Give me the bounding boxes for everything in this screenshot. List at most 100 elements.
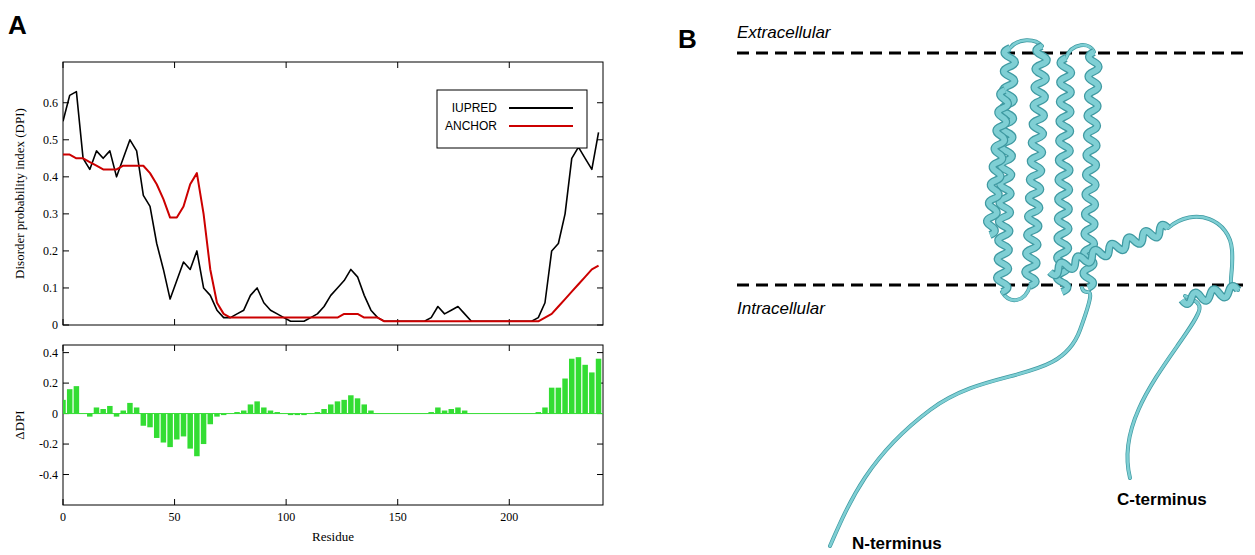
series-line: [63, 155, 599, 322]
x-tick: [286, 62, 287, 68]
helix-outline: [1057, 58, 1071, 292]
bar: [187, 414, 192, 449]
bar: [328, 404, 333, 413]
bar: [556, 388, 561, 414]
y-tick-label: 0: [52, 407, 58, 421]
y-tick-label: 0.4: [43, 170, 58, 184]
y-tick: [597, 352, 603, 353]
bar: [449, 409, 454, 414]
y-axis-title: Disorder probability index (DPI): [12, 108, 27, 279]
plot-frame: [63, 62, 603, 325]
bar: [589, 372, 594, 413]
bar: [147, 414, 152, 428]
legend-swatch: [509, 125, 573, 127]
x-tick: [286, 345, 287, 351]
y-tick-label: 0.3: [43, 207, 58, 221]
bar: [335, 401, 340, 413]
x-tick: [174, 62, 175, 68]
legend-label: ANCHOR: [445, 119, 497, 133]
bar: [254, 401, 259, 413]
helix-outline: [987, 90, 1008, 235]
coil: [830, 288, 1090, 546]
x-tick: [174, 319, 175, 325]
y-tick: [63, 444, 69, 445]
x-tick: [286, 499, 287, 505]
bar: [348, 395, 353, 413]
y-tick-label: -0.2: [39, 437, 58, 451]
bar: [94, 407, 99, 413]
x-tick-label: 200: [500, 510, 518, 524]
helix: [987, 90, 1008, 235]
x-tick: [174, 345, 175, 351]
y-tick-label: 0.1: [43, 281, 58, 295]
zero-line: [63, 413, 603, 414]
y-tick-label: 0.5: [43, 133, 58, 147]
legend-label: IUPRED: [452, 101, 498, 115]
panel-label: A: [8, 10, 27, 40]
coil-outline: [1127, 296, 1199, 478]
x-tick: [397, 62, 398, 68]
bar: [562, 379, 567, 414]
x-tick-label: 100: [277, 510, 295, 524]
bar: [549, 388, 554, 414]
bar: [174, 414, 179, 440]
helix: [1182, 286, 1238, 304]
helix-outline: [1050, 225, 1168, 276]
y-tick: [63, 474, 69, 475]
y-tick: [63, 325, 69, 326]
y-tick: [63, 383, 69, 384]
bar: [455, 407, 460, 413]
y-tick: [63, 139, 69, 140]
series-line: [63, 92, 599, 322]
y-tick: [597, 474, 603, 475]
y-tick: [63, 250, 69, 251]
bar: [321, 409, 326, 414]
plot-frame: [63, 345, 603, 505]
c-terminus-label: C-terminus: [1117, 490, 1207, 509]
membrane-boundary: [737, 52, 1245, 55]
x-tick: [174, 499, 175, 505]
y-tick: [63, 287, 69, 288]
bar: [208, 414, 213, 425]
y-tick: [597, 325, 603, 326]
bar: [582, 365, 587, 414]
membrane: ExtracellularIntracellular: [737, 23, 1245, 318]
bar: [248, 404, 253, 413]
y-tick-label: -0.4: [39, 468, 58, 482]
helix: [1057, 58, 1071, 292]
axes: 00.10.20.30.40.50.6Disorder probability …: [12, 62, 603, 332]
x-tick: [63, 319, 64, 325]
y-tick: [597, 102, 603, 103]
bar: [355, 398, 360, 413]
bar: [542, 407, 547, 413]
bar: [67, 389, 72, 413]
bar: [596, 359, 601, 414]
bar: [134, 407, 139, 413]
y-tick: [63, 352, 69, 353]
y-tick-label: 0.4: [43, 346, 58, 360]
bar: [261, 407, 266, 413]
bar: [181, 414, 186, 437]
x-tick: [509, 62, 510, 68]
bar: [341, 400, 346, 414]
y-tick: [63, 213, 69, 214]
bar: [194, 414, 199, 457]
x-tick: [509, 499, 510, 505]
data-area: [63, 357, 603, 456]
x-tick: [397, 345, 398, 351]
bar: [154, 414, 159, 438]
y-tick: [597, 287, 603, 288]
bar: [361, 404, 366, 413]
legend-box: [437, 90, 587, 148]
bar: [161, 414, 166, 443]
x-tick: [509, 345, 510, 351]
y-tick: [597, 444, 603, 445]
extracellular-label: Extracellular: [737, 23, 832, 42]
bar: [435, 407, 440, 413]
bar: [569, 359, 574, 414]
coil-outline: [830, 288, 1090, 546]
data-area: [63, 92, 599, 322]
y-tick-label: 0: [52, 318, 58, 332]
helix-outline: [1182, 286, 1238, 304]
y-tick: [597, 176, 603, 177]
